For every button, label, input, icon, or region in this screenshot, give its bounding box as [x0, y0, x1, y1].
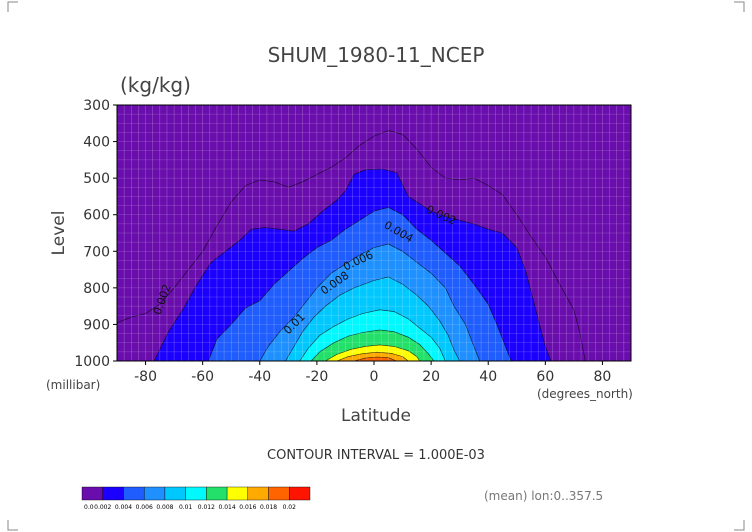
- contour-line-2: [208, 207, 512, 362]
- y-tick-label: 400: [83, 135, 110, 151]
- contour-line-6: [310, 329, 435, 362]
- units-label: (kg/kg): [120, 73, 191, 97]
- contour-line-4: [285, 276, 460, 362]
- x-tick-label: 40: [479, 369, 497, 385]
- y-tick-label: 300: [83, 98, 110, 114]
- colorbar-swatch: [143, 486, 166, 501]
- colorbar-label: 0.016: [239, 504, 256, 511]
- colorbar-label: 0.006: [136, 504, 153, 511]
- colorbar-label: 0.004: [115, 504, 132, 511]
- x-tick-label: 0: [370, 369, 379, 385]
- contour-line-5: [299, 309, 446, 362]
- colorbar: 0.0 0.002 0.004 0.006 0.008 0.01 0.012 0.014 0.0…: [81, 486, 311, 511]
- x-tick-label: -80: [134, 369, 157, 385]
- y-tick-label: 1000: [74, 354, 110, 370]
- y-tick-label: 700: [83, 244, 110, 260]
- colorbar-label: 0.002: [94, 504, 111, 511]
- colorbar-label: 0.0: [84, 504, 94, 511]
- colorbar-swatch: [247, 486, 269, 501]
- contour-line-7: [325, 344, 420, 362]
- colorbar-swatch: [226, 486, 249, 501]
- x-tick-label: -40: [248, 369, 271, 385]
- colorbar-swatch: [164, 486, 186, 501]
- x-axis-label: Latitude: [341, 406, 411, 426]
- contour-line-0: [116, 130, 586, 362]
- x-tick-label: 20: [422, 369, 440, 385]
- contour-line-3: [259, 243, 480, 362]
- y-tick-label: 800: [83, 281, 110, 297]
- x-tick-label: -20: [305, 369, 328, 385]
- footnote: (mean) lon:0..357.5: [484, 489, 603, 503]
- colorbar-swatch: [268, 486, 290, 501]
- contour-line-1: [153, 168, 552, 362]
- fill-level-9: [354, 357, 397, 361]
- grid-lines: [117, 105, 631, 361]
- colorbar-label: 0.02: [283, 504, 297, 511]
- contour-line-9: [353, 356, 397, 362]
- x-tick-label: 80: [594, 369, 612, 385]
- colorbar-swatch: [185, 486, 207, 501]
- contour-line-8: [336, 351, 409, 362]
- contour-interval-note: CONTOUR INTERVAL = 1.000E-03: [267, 448, 485, 463]
- chart-title: SHUM_1980-11_NCEP: [268, 43, 485, 67]
- y-tick-label: 500: [83, 171, 110, 187]
- crop-marks: [7, 1, 745, 531]
- colorbar-swatch: [81, 486, 103, 501]
- x-tick-label: -60: [191, 369, 214, 385]
- contour-lines: [116, 130, 586, 362]
- y-unit-label: (millibar): [46, 378, 100, 392]
- colorbar-label: 0.014: [218, 504, 235, 511]
- y-tick-label: 600: [83, 208, 110, 224]
- colorbar-label: 0.008: [156, 504, 173, 511]
- colorbar-swatch: [289, 486, 311, 501]
- x-tick-label: 60: [536, 369, 554, 385]
- colorbar-swatch: [102, 486, 124, 501]
- x-axis: -80 -60 -40 -20 0 20 40 60 80: [134, 361, 611, 385]
- filled-contours: [117, 105, 631, 361]
- x-unit-label: (degrees_north): [537, 387, 633, 401]
- colorbar-swatch: [123, 486, 145, 501]
- y-tick-label: 900: [83, 317, 110, 333]
- colorbar-label: 0.018: [260, 504, 277, 511]
- y-axis: 300 400 500 600 700 800 900 1000: [74, 98, 117, 370]
- colorbar-label: 0.01: [179, 504, 193, 511]
- colorbar-label: 0.012: [198, 504, 215, 511]
- colorbar-swatch: [206, 486, 228, 501]
- y-axis-label: Level: [49, 211, 69, 256]
